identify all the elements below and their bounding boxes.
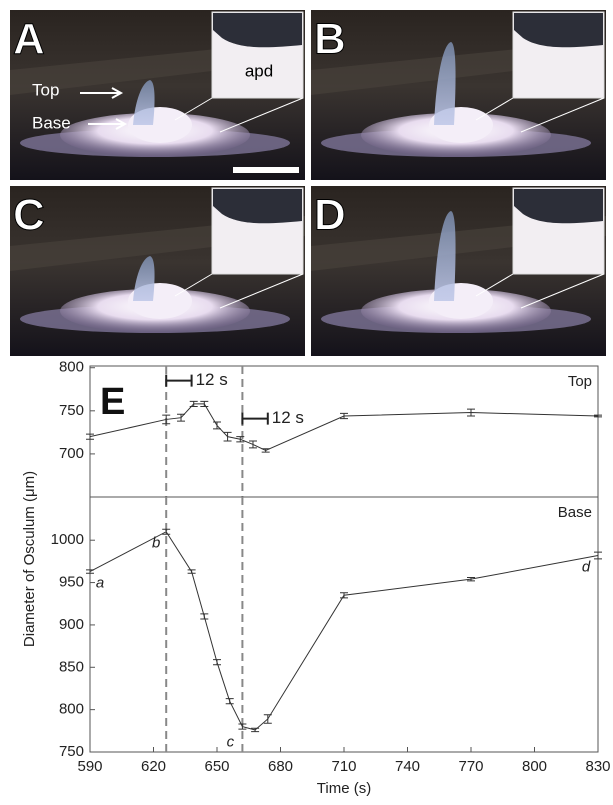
photo-panel: A bbox=[10, 10, 305, 180]
x-tick-label: 740 bbox=[395, 758, 420, 775]
error-bar bbox=[86, 569, 94, 574]
series-label: Base bbox=[558, 504, 592, 521]
error-bar bbox=[200, 400, 209, 408]
error-bar bbox=[261, 448, 270, 453]
x-tick-label: 800 bbox=[522, 758, 547, 775]
inset-leader bbox=[475, 273, 514, 297]
panel-label: E bbox=[100, 381, 125, 423]
y-tick-label: 750 bbox=[59, 402, 84, 419]
inset-dark bbox=[514, 13, 603, 48]
error-bar bbox=[213, 421, 221, 430]
data-line bbox=[89, 531, 599, 731]
error-bar bbox=[189, 400, 198, 408]
scale-bracket bbox=[165, 374, 193, 387]
error-bar bbox=[200, 613, 209, 620]
y-tick-label: 750 bbox=[59, 743, 84, 760]
error-bar bbox=[225, 698, 234, 705]
error-bar bbox=[467, 408, 475, 417]
inset-leader bbox=[174, 97, 213, 121]
x-tick-label: 770 bbox=[458, 758, 483, 775]
photo-label: Top bbox=[32, 80, 59, 99]
inset-leader bbox=[219, 273, 304, 309]
osculum-tube bbox=[434, 42, 456, 125]
error-bar bbox=[187, 569, 196, 574]
error-bar bbox=[162, 414, 171, 425]
inset-dark bbox=[213, 13, 302, 48]
inset-leader bbox=[174, 273, 213, 297]
x-tick-label: 620 bbox=[141, 758, 166, 775]
y-axis-label: Diameter of Osculum (μm) bbox=[21, 471, 38, 647]
error-bar bbox=[594, 551, 602, 560]
y-tick-label: 900 bbox=[59, 616, 84, 633]
y-tick-label: 850 bbox=[59, 658, 84, 675]
error-bar bbox=[213, 659, 221, 666]
x-tick-label: 710 bbox=[331, 758, 356, 775]
error-bar bbox=[340, 412, 348, 420]
error-bar bbox=[467, 576, 475, 582]
series-label: Top bbox=[568, 373, 592, 390]
error-bar bbox=[236, 436, 245, 443]
y-tick-label: 800 bbox=[59, 359, 84, 376]
point-label: d bbox=[582, 558, 591, 575]
inset-leader bbox=[475, 97, 514, 121]
y-tick-label: 950 bbox=[59, 574, 84, 591]
panel-label: D bbox=[314, 191, 346, 240]
error-bar bbox=[340, 592, 348, 599]
arrow bbox=[80, 87, 124, 99]
error-bar bbox=[223, 431, 232, 442]
scale-bracket bbox=[241, 412, 269, 425]
annotation: 12 s bbox=[196, 370, 228, 389]
error-bar bbox=[162, 528, 171, 535]
error-bar bbox=[251, 727, 260, 733]
error-bar bbox=[594, 414, 602, 418]
photo-panel: C bbox=[10, 186, 305, 356]
osculum-tube bbox=[133, 256, 155, 301]
y-tick-label: 800 bbox=[59, 701, 84, 718]
point-label: a bbox=[96, 575, 104, 592]
y-tick-label: 700 bbox=[59, 445, 84, 462]
inset-dark bbox=[514, 189, 603, 224]
x-tick-label: 830 bbox=[585, 758, 610, 775]
inset-dark bbox=[213, 189, 302, 224]
scale-bar bbox=[233, 167, 299, 173]
x-tick-label: 680 bbox=[268, 758, 293, 775]
x-tick-label: 590 bbox=[77, 758, 102, 775]
plot-frame bbox=[89, 496, 599, 753]
inset-label: apd bbox=[245, 61, 273, 80]
panel-label: C bbox=[13, 191, 45, 240]
x-tick-label: 650 bbox=[204, 758, 229, 775]
point-label: b bbox=[152, 535, 160, 552]
error-bar bbox=[238, 723, 247, 730]
photo-label: Base bbox=[32, 113, 71, 132]
arrow bbox=[88, 118, 128, 130]
error-bar bbox=[86, 433, 94, 440]
point-label: c bbox=[227, 734, 235, 751]
photo-panel: B bbox=[311, 10, 606, 180]
error-bar bbox=[263, 714, 272, 724]
panel-label: B bbox=[314, 15, 346, 64]
inset-leader bbox=[219, 97, 304, 133]
inset-leader bbox=[520, 273, 605, 309]
osculum-tube bbox=[133, 80, 155, 125]
osculum-tube bbox=[434, 211, 456, 301]
y-tick-label: 1000 bbox=[51, 531, 84, 548]
photo-panel: D bbox=[311, 186, 606, 356]
annotation: 12 s bbox=[272, 408, 304, 427]
inset-leader bbox=[520, 97, 605, 133]
x-axis-label: Time (s) bbox=[317, 780, 371, 797]
error-bar bbox=[248, 440, 257, 449]
panel-label: A bbox=[13, 15, 45, 64]
error-bar bbox=[177, 413, 186, 422]
